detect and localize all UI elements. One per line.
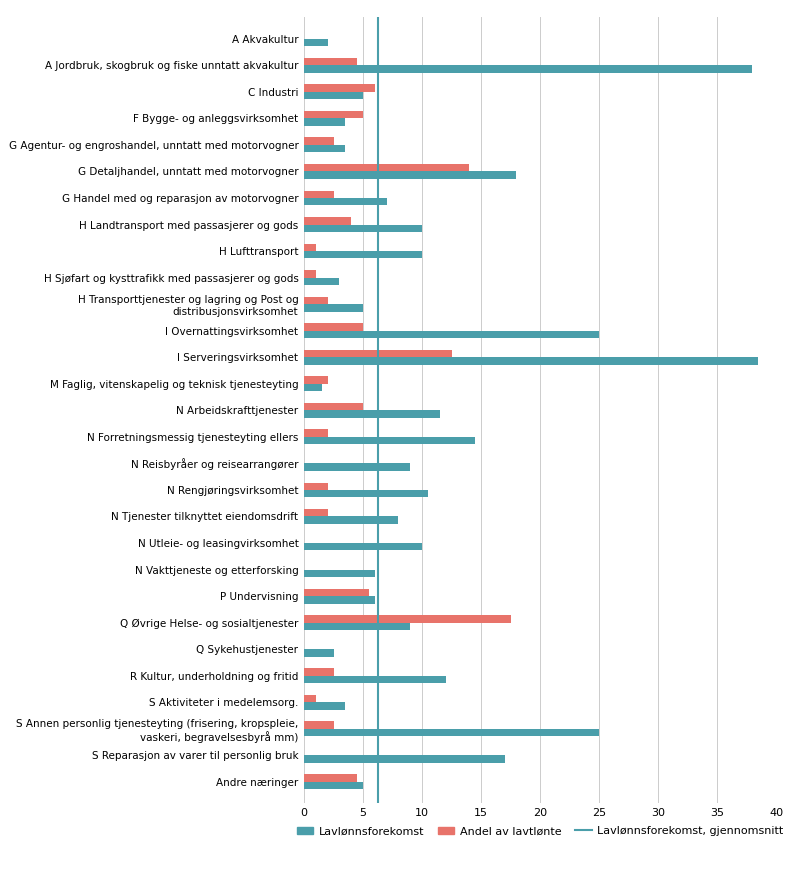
Bar (304, 650, 334, 656)
Bar (304, 543, 422, 551)
Bar (304, 384, 322, 391)
Bar (304, 190, 334, 198)
Bar (304, 111, 363, 119)
Bar (304, 774, 357, 782)
Bar (304, 92, 363, 100)
Bar (304, 217, 351, 224)
Bar (304, 729, 599, 736)
Bar (304, 430, 328, 436)
Bar (304, 702, 346, 710)
Bar (304, 782, 363, 789)
Bar (304, 323, 363, 331)
Bar (304, 615, 510, 622)
Bar (304, 402, 363, 410)
Bar (304, 137, 334, 145)
Bar (304, 464, 410, 471)
Bar (304, 171, 517, 179)
Bar (304, 676, 446, 684)
Bar (304, 85, 374, 92)
Bar (304, 490, 428, 498)
Bar (304, 304, 363, 312)
Bar (304, 695, 316, 702)
Bar (304, 198, 386, 205)
Bar (304, 119, 346, 126)
Bar (304, 38, 328, 46)
Bar (304, 145, 346, 152)
Bar (304, 669, 334, 676)
Bar (304, 224, 422, 232)
Bar (304, 278, 339, 285)
Bar (304, 509, 328, 517)
Bar (304, 58, 357, 65)
Bar (304, 270, 316, 278)
Bar (304, 569, 374, 577)
Bar (304, 410, 440, 418)
Bar (304, 517, 398, 524)
Bar (304, 244, 316, 251)
Bar (304, 622, 410, 630)
Bar (304, 251, 422, 258)
Bar (304, 65, 753, 72)
Bar (304, 331, 599, 338)
Bar (304, 350, 451, 357)
Bar (304, 297, 328, 304)
Bar (304, 588, 369, 596)
Bar (304, 436, 475, 444)
Bar (304, 755, 505, 763)
Bar (304, 357, 758, 365)
Bar (304, 721, 334, 729)
Legend: Lavlønnsforekomst, Andel av lavtlønte, Lavlønnsforekomst, gjennomsnitt: Lavlønnsforekomst, Andel av lavtlønte, L… (292, 821, 788, 841)
Bar (304, 483, 328, 490)
Bar (304, 376, 328, 384)
Bar (304, 164, 469, 171)
Bar (304, 596, 374, 603)
